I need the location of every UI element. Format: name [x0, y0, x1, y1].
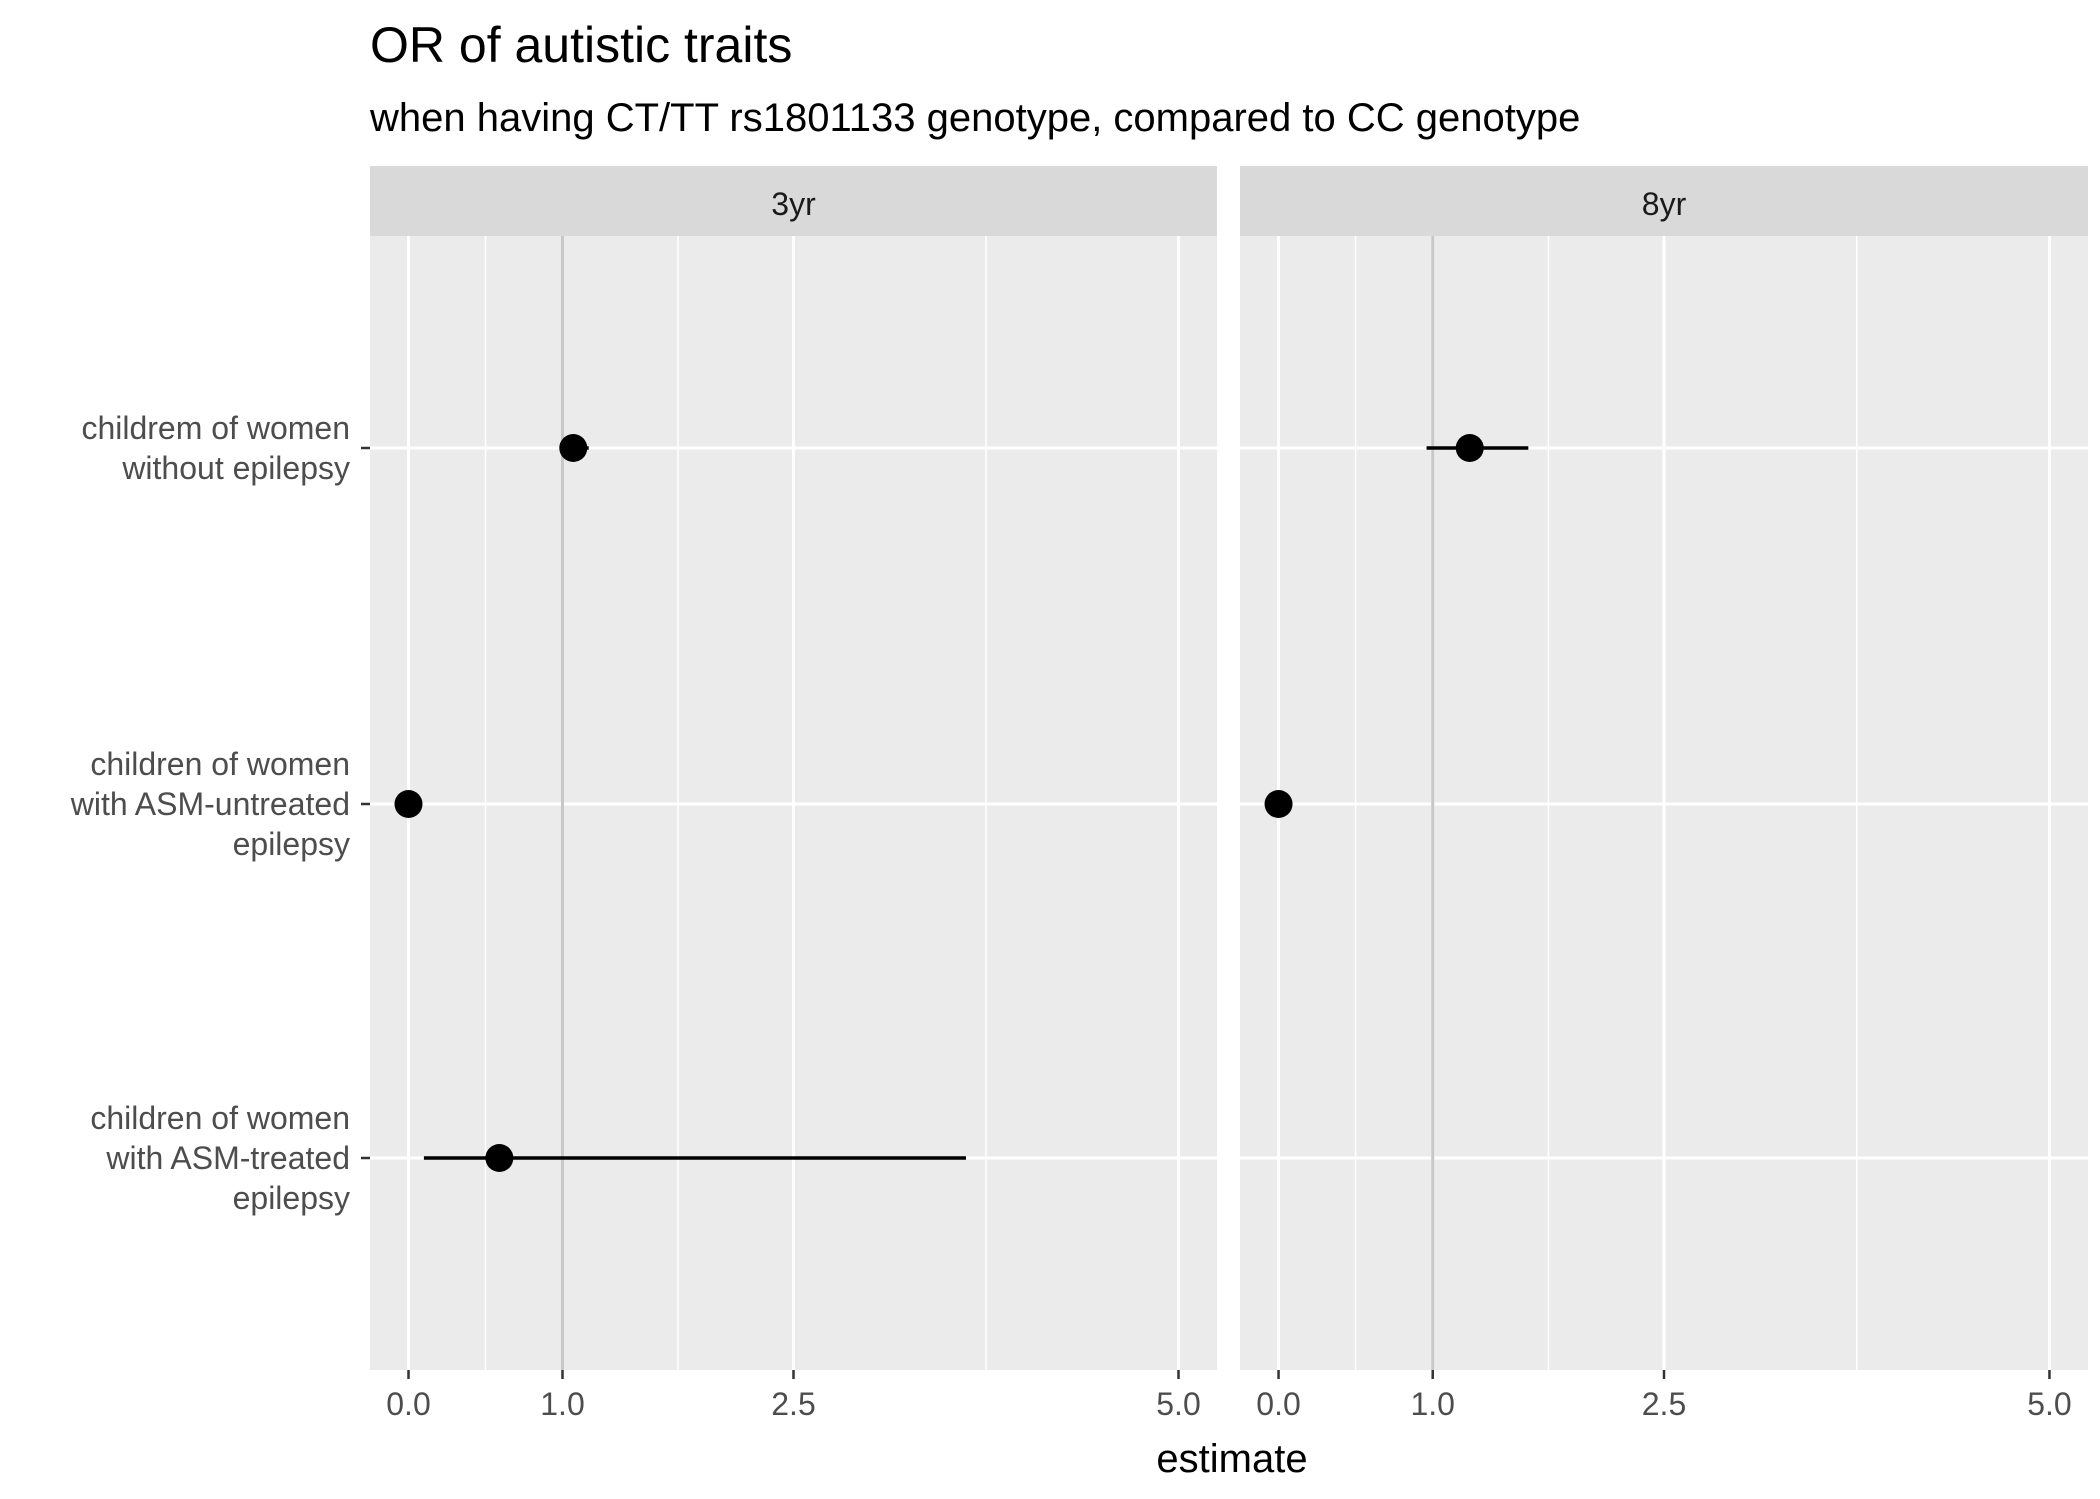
estimate-point [394, 790, 423, 818]
estimate-point [485, 1144, 514, 1172]
facet-strip [1240, 166, 2088, 236]
x-tick-label: 1.0 [1410, 1386, 1454, 1422]
x-tick-label: 0.0 [386, 1386, 430, 1422]
x-axis-title: estimate [1156, 1437, 1307, 1481]
estimate-point [1455, 434, 1484, 462]
facet-strip-label: 8yr [1642, 186, 1687, 222]
facet-strip-label: 3yr [771, 186, 816, 222]
estimate-point [559, 434, 588, 462]
x-tick-label: 5.0 [1156, 1386, 1200, 1422]
y-tick-label: without epilepsy [121, 450, 350, 486]
facet-strip [370, 166, 1217, 236]
x-tick-label: 0.0 [1256, 1386, 1300, 1422]
x-tick-label: 2.5 [771, 1386, 815, 1422]
chart-subtitle: when having CT/TT rs1801133 genotype, co… [369, 96, 1580, 140]
y-tick-label: epilepsy [233, 1180, 350, 1216]
estimate-point [1264, 790, 1293, 818]
y-tick-label: with ASM-treated [105, 1140, 350, 1176]
y-tick-label: with ASM-untreated [70, 786, 350, 822]
y-tick-label: childrem of women [81, 410, 350, 446]
plot-layer: 3yr 0.0 1.0 2.5 5.0 8yr 0.0 1.0 2.5 5.0 childrem o… [70, 166, 2088, 1422]
y-tick-label: children of women [90, 1100, 350, 1136]
chart-title: OR of autistic traits [370, 17, 792, 73]
x-tick-label: 1.0 [540, 1386, 584, 1422]
x-tick-label: 2.5 [1642, 1386, 1686, 1422]
y-tick-label: children of women [90, 746, 350, 782]
x-tick-label: 5.0 [2027, 1386, 2071, 1422]
y-tick-label: epilepsy [233, 826, 350, 862]
